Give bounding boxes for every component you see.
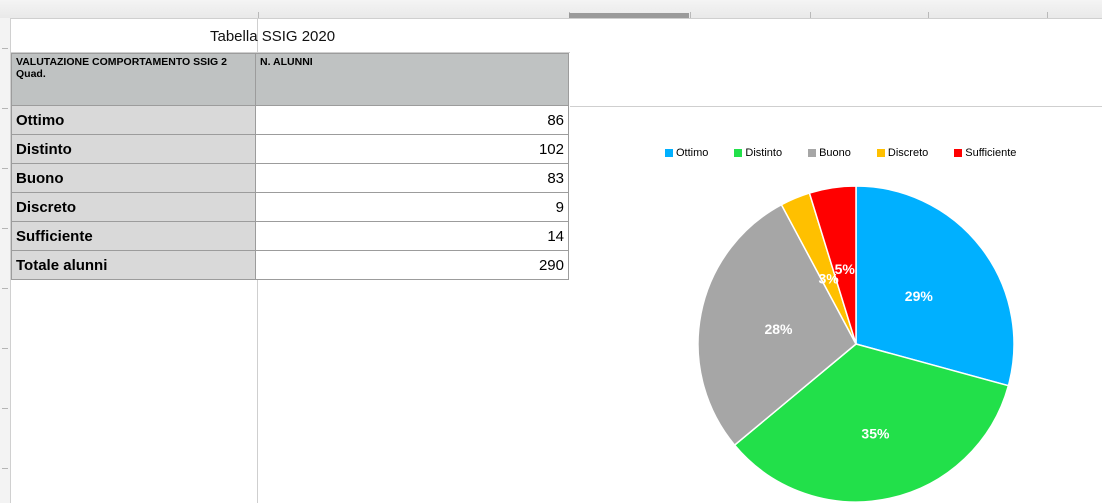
header-category-cell[interactable]: VALUTAZIONE COMPORTAMENTO SSIG 2 Quad. — [11, 53, 256, 106]
legend-item[interactable]: Buono — [808, 147, 851, 159]
row-label-cell[interactable]: Sufficiente — [11, 221, 256, 251]
row-value-cell[interactable]: 86 — [255, 105, 569, 135]
row-label-cell[interactable]: Discreto — [11, 192, 256, 222]
pie-chart[interactable]: 29% 35% 28% 3%5% — [690, 180, 1020, 502]
grid-line — [11, 52, 570, 53]
row-value-cell[interactable]: 14 — [255, 221, 569, 251]
pie-data-label: 29% — [905, 288, 934, 304]
table-row: Discreto 9 — [11, 192, 569, 222]
row-value-cell[interactable]: 9 — [255, 192, 569, 222]
legend-swatch — [954, 149, 963, 157]
pie-slice-ottimo[interactable] — [855, 185, 1015, 387]
row-label-cell[interactable]: Ottimo — [11, 105, 256, 135]
legend-item[interactable]: Discreto — [876, 147, 929, 159]
row-value-cell[interactable]: 83 — [255, 163, 569, 193]
row-header-gutter — [0, 18, 11, 503]
legend-label: Discreto — [887, 147, 929, 159]
table-row: Ottimo 86 — [11, 105, 569, 135]
pie-slice-sufficiente[interactable] — [808, 185, 857, 345]
pie-slice-distinto[interactable] — [733, 343, 1010, 502]
grid-line — [570, 106, 1102, 107]
legend-item[interactable]: Distinto — [734, 147, 782, 159]
column-header-strip — [0, 0, 1102, 19]
row-value-cell[interactable]: 102 — [255, 134, 569, 164]
pie-data-label: 28% — [764, 321, 793, 337]
pie-data-label: 5% — [835, 261, 856, 277]
row-label-cell[interactable]: Buono — [11, 163, 256, 193]
legend-label: Sufficiente — [965, 147, 1017, 159]
legend-swatch — [876, 149, 885, 157]
legend-item[interactable]: Sufficiente — [954, 147, 1016, 159]
legend-swatch — [665, 149, 673, 157]
legend-label: Buono — [819, 147, 851, 159]
header-value-cell[interactable]: N. ALUNNI — [255, 53, 569, 106]
table-row: Sufficiente 14 — [11, 221, 569, 251]
pie-data-label: 3% — [818, 270, 839, 286]
sheet-title[interactable]: Tabella SSIG 2020 — [210, 28, 336, 45]
legend-swatch — [808, 149, 817, 157]
table-row: Buono 83 — [11, 163, 569, 193]
data-table: VALUTAZIONE COMPORTAMENTO SSIG 2 Quad. N… — [11, 53, 569, 280]
total-label-cell[interactable]: Totale alunni — [11, 250, 256, 280]
pie-slice-buono[interactable] — [697, 203, 857, 447]
legend-swatch — [734, 149, 743, 157]
legend-item[interactable]: Ottimo — [665, 147, 708, 159]
table-row: Distinto 102 — [11, 134, 569, 164]
chart-legend[interactable]: Ottimo Distinto Buono Discreto Sufficiente — [665, 147, 1042, 159]
row-label-cell[interactable]: Distinto — [11, 134, 256, 164]
selected-column-indicator — [569, 13, 689, 18]
total-value-cell[interactable]: 290 — [255, 250, 569, 280]
table-header-row: VALUTAZIONE COMPORTAMENTO SSIG 2 Quad. N… — [11, 53, 569, 106]
pie-data-label: 35% — [861, 426, 890, 442]
table-row-total: Totale alunni 290 — [11, 250, 569, 280]
legend-label: Distinto — [745, 147, 783, 159]
legend-label: Ottimo — [676, 147, 709, 159]
